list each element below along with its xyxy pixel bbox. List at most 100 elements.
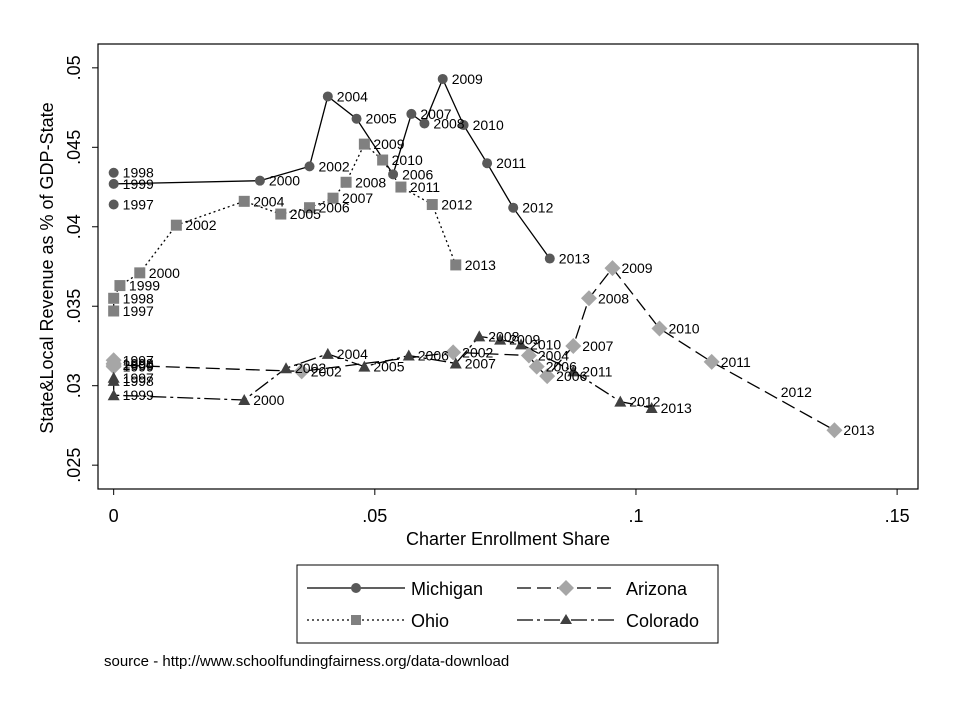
label-michigan-2010: 2010 [473, 117, 504, 133]
label-michigan-1999: 1999 [123, 176, 154, 192]
label-ohio-2000: 2000 [149, 265, 180, 281]
x-tick-label: .1 [628, 506, 643, 526]
label-arizona-2008: 2008 [598, 290, 629, 306]
label-colorado-2010: 2010 [530, 336, 561, 352]
label-arizona-1997: 1997 [123, 352, 154, 368]
label-ohio-2004: 2004 [253, 193, 284, 209]
label-michigan-2012: 2012 [522, 200, 553, 216]
marker-ohio-1998 [108, 292, 120, 304]
label-colorado-2000: 2000 [253, 392, 284, 408]
label-ohio-2006: 2006 [319, 200, 350, 216]
marker-michigan-2004 [322, 91, 333, 102]
legend-arizona-label: Arizona [626, 579, 688, 599]
label-ohio-2010: 2010 [392, 152, 423, 168]
marker-arizona-2012 [703, 353, 720, 370]
x-axis-label: Charter Enrollment Share [406, 529, 610, 549]
label-arizona-1998: 1998 [123, 355, 154, 371]
marker-arizona-2013 [826, 422, 843, 439]
marker-michigan-1998 [108, 167, 119, 178]
marker-ohio-2000 [134, 267, 146, 279]
label-arizona-2011: 2011 [721, 354, 751, 370]
marker-ohio-2012 [426, 199, 438, 211]
label-arizona-2006: 2006 [546, 359, 577, 375]
marker-ohio-1999 [114, 280, 126, 292]
label-ohio-2008: 2008 [355, 174, 386, 190]
marker-michigan-2007 [406, 108, 417, 119]
marker-arizona-2002 [293, 363, 310, 380]
label-colorado-1997: 1997 [123, 370, 154, 386]
label-ohio-2011: 2011 [410, 179, 440, 195]
label-michigan-2009: 2009 [452, 71, 483, 87]
label-michigan-2000: 2000 [269, 173, 300, 189]
label-colorado-1998: 1998 [123, 373, 154, 389]
label-arizona-1999: 1999 [123, 359, 154, 375]
legend-box [296, 564, 719, 644]
marker-colorado-2006 [402, 349, 415, 361]
label-arizona-2009: 2009 [621, 260, 652, 276]
marker-michigan-2005 [351, 113, 362, 124]
marker-arizona-2004 [445, 344, 462, 361]
source-note: source - http://www.schoolfundingfairnes… [104, 653, 510, 670]
label-michigan-2005: 2005 [366, 111, 397, 127]
label-michigan-2007: 2007 [420, 106, 451, 122]
label-colorado-2002: 2002 [295, 360, 326, 376]
y-tick-label: .04 [64, 214, 84, 239]
marker-michigan-2012 [508, 202, 519, 213]
marker-colorado-2004 [321, 347, 334, 359]
marker-michigan-1997 [108, 199, 119, 210]
marker-michigan-2009 [437, 73, 448, 84]
label-arizona-2010: 2010 [668, 320, 699, 336]
label-colorado-2004: 2004 [337, 346, 368, 362]
x-tick-label: 0 [109, 506, 119, 526]
legend-michigan-marker [351, 583, 361, 593]
marker-colorado-2010 [515, 338, 528, 350]
marker-colorado-2007 [449, 357, 462, 369]
legend-michigan-label: Michigan [411, 579, 483, 599]
marker-arizona-2008 [565, 337, 582, 354]
label-michigan-2008: 2008 [433, 115, 464, 131]
marker-arizona-2010 [604, 260, 621, 277]
label-michigan-1998: 1998 [123, 165, 154, 181]
label-ohio-1999: 1999 [129, 278, 160, 294]
label-ohio-2007: 2007 [342, 190, 373, 206]
label-colorado-2013: 2013 [661, 400, 692, 416]
marker-ohio-2008 [340, 176, 352, 188]
marker-ohio-2006 [304, 202, 316, 214]
marker-michigan-2011 [482, 158, 493, 169]
label-colorado-1999: 1999 [123, 387, 154, 403]
legend-ohio-marker [351, 615, 361, 625]
label-ohio-2002: 2002 [185, 217, 216, 233]
label-michigan-2002: 2002 [319, 158, 350, 174]
marker-arizona-2005 [520, 347, 537, 364]
marker-arizona-2007 [539, 368, 556, 385]
marker-ohio-2007 [327, 192, 339, 204]
y-axis-label: State&Local Revenue as % of GDP-State [37, 102, 57, 433]
marker-michigan-2008 [419, 118, 430, 129]
x-tick-label: .05 [362, 506, 387, 526]
marker-colorado-2009 [494, 333, 507, 345]
marker-ohio-2011 [395, 181, 407, 193]
marker-michigan-1999 [108, 178, 119, 189]
marker-colorado-2002 [280, 362, 293, 374]
marker-ohio-2010 [377, 154, 389, 166]
marker-colorado-2000 [238, 394, 251, 405]
plot-frame [97, 43, 919, 490]
marker-arizona-2006 [528, 358, 545, 375]
label-ohio-2013: 2013 [465, 257, 496, 273]
label-arizona-2013: 2013 [843, 422, 874, 438]
marker-michigan-2010 [458, 120, 469, 131]
label-colorado-2011: 2011 [582, 363, 612, 379]
marker-michigan-2002 [304, 161, 315, 172]
label-ohio-2012: 2012 [441, 197, 472, 213]
marker-arizona-2011 [651, 320, 668, 337]
x-tick-label: .15 [885, 506, 910, 526]
label-michigan-2013: 2013 [559, 251, 590, 267]
marker-ohio-2002 [170, 219, 182, 231]
y-tick-label: .03 [64, 373, 84, 398]
label-ohio-1998: 1998 [123, 290, 154, 306]
marker-ohio-2009 [358, 138, 370, 150]
marker-michigan-2013 [544, 253, 555, 264]
label-michigan-2004: 2004 [337, 88, 368, 104]
